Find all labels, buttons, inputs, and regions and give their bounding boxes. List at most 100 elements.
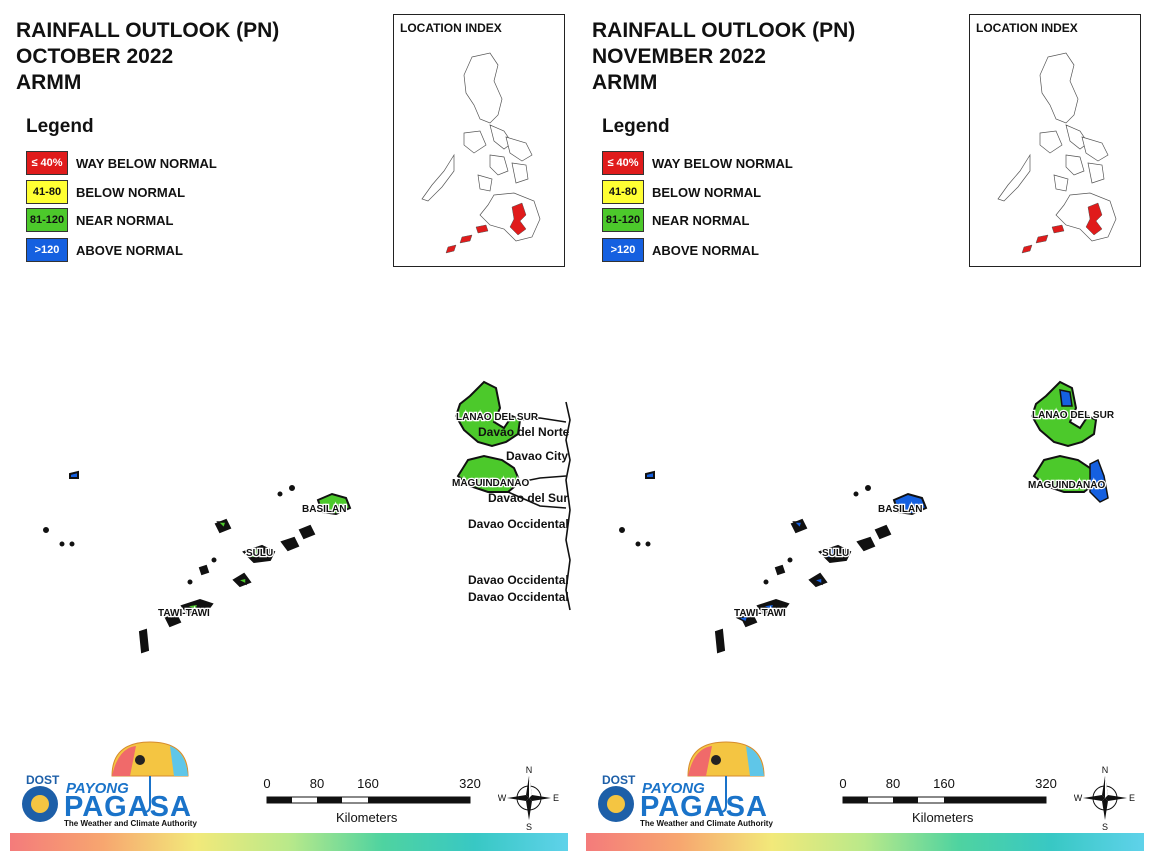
legend-swatch: 41-80 [26,180,68,204]
north-arrow-icon: N S W E [498,765,559,832]
legend-title: Legend [602,116,670,137]
index-highlight-tawi [1021,244,1033,254]
location-index-box: LOCATION INDEX [969,14,1141,267]
map-label-lanao-del-sur: LANAO DEL SUR [1032,410,1115,421]
legend-label: ABOVE NORMAL [652,243,759,258]
legend-label: WAY BELOW NORMAL [76,156,217,171]
location-index-title: LOCATION INDEX [400,21,502,35]
legend-swatch: ≤ 40% [26,151,68,175]
legend-swatch: >120 [602,238,644,262]
panel-title: RAINFALL OUTLOOK (PN) OCTOBER 2022 ARMM [16,18,279,96]
scale-tick-320: 320 [459,776,481,791]
map-label-sulu: SULU [822,548,849,559]
region-lanao-del-sur [1030,380,1098,448]
map-label-tawi-tawi: TAWI-TAWI [734,608,786,619]
region-maguindanao-above-normal [1089,458,1109,503]
payong-text: PAYONG [66,780,129,797]
philippines-index-map [997,52,1117,254]
umbrella-icon [22,741,189,822]
pagasa-logo: DOST PAYONG PAGASA The Weather and Clima… [14,740,204,832]
index-highlight-mainland [1085,202,1103,236]
map-label-davao-city: Davao City [506,449,568,463]
title-line-3: ARMM [592,71,658,94]
compass-s: S [526,822,532,832]
legend-label: WAY BELOW NORMAL [652,156,793,171]
pagasa-text: PAGASA [640,791,768,823]
scale-bar: 0 80 160 320 Kilometers [838,776,1068,836]
title-line-2: NOVEMBER 2022 [592,45,766,68]
region-lanao-del-sur [454,380,522,448]
scale-tick-80: 80 [309,776,325,791]
legend-swatch: 81-120 [602,208,644,232]
compass-w: W [498,793,507,803]
scale-tick-0: 0 [839,776,847,791]
map-label-davao-occidental-3: Davao Occidental [468,590,569,604]
map-label-davao-occidental-1: Davao Occidental [468,517,569,531]
map-label-maguindanao: MAGUINDANAO [452,478,529,489]
scale-tick-320: 320 [1035,776,1057,791]
region-lanao-above-normal [1059,389,1073,407]
region-basilan [316,492,352,516]
location-index-box: LOCATION INDEX [393,14,565,267]
legend-swatch: 41-80 [602,180,644,204]
index-highlight-sulu [459,234,473,244]
north-arrow-icon: N S W E [1074,765,1135,832]
legend-label: BELOW NORMAL [652,185,762,200]
payong-text: PAYONG [642,780,705,797]
title-line-3: ARMM [16,71,82,94]
region-maguindanao [456,454,522,493]
scale-bar-graphic [266,796,471,804]
location-index-title: LOCATION INDEX [976,21,1078,35]
compass-n: N [526,765,533,775]
map-label-basilan: BASILAN [302,504,346,515]
map-label-sulu: SULU [246,548,273,559]
scale-bar: 0 80 160 320 Kilometers [262,776,492,836]
index-highlight-mainland [509,202,527,236]
compass-e: E [1129,793,1135,803]
index-highlight-tawi [445,244,457,254]
dost-text: DOST [602,773,636,787]
outlook-panel-november: RAINFALL OUTLOOK (PN) NOVEMBER 2022 ARMM… [576,0,1152,864]
map-label-basilan: BASILAN [878,504,922,515]
armm-map-october: LANAO DEL SUR MAGUINDANAO BASILAN SULU T… [43,380,571,654]
color-strip [10,833,568,851]
scale-tick-160: 160 [933,776,955,791]
map-label-lanao-del-sur: LANAO DEL SUR [456,412,539,423]
legend-title: Legend [26,116,94,137]
scale-unit: Kilometers [336,810,398,825]
tagline-text: The Weather and Climate Authority [64,819,197,828]
map-label-maguindanao: MAGUINDANAO [1028,480,1105,491]
title-line-1: RAINFALL OUTLOOK (PN) [16,19,280,42]
scale-tick-80: 80 [885,776,901,791]
outlook-panel-october: RAINFALL OUTLOOK (PN) OCTOBER 2022 ARMM … [10,14,571,851]
legend-label: NEAR NORMAL [76,213,174,228]
legend-label: ABOVE NORMAL [76,243,183,258]
region-basilan [892,492,928,516]
index-highlight-basilan [1051,224,1065,234]
tagline-text: The Weather and Climate Authority [640,819,773,828]
map-label-davao-del-sur: Davao del Sur [488,491,568,505]
title-line-2: OCTOBER 2022 [16,45,174,68]
compass-s: S [1102,822,1108,832]
pagasa-logo: DOST PAYONG PAGASA The Weather and Clima… [590,740,780,832]
pagasa-text: PAGASA [64,791,192,823]
scale-tick-0: 0 [263,776,271,791]
legend-swatch: >120 [26,238,68,262]
map-label-tawi-tawi: TAWI-TAWI [158,608,210,619]
scale-bar-graphic [842,796,1047,804]
index-highlight-basilan [475,224,489,234]
philippines-index-map [421,52,541,254]
dost-text: DOST [26,773,60,787]
legend-label: BELOW NORMAL [76,185,186,200]
map-label-davao-occidental-2: Davao Occidental [468,573,569,587]
compass-w: W [1074,793,1083,803]
legend-label: NEAR NORMAL [652,213,750,228]
panel-title: RAINFALL OUTLOOK (PN) NOVEMBER 2022 ARMM [592,18,855,96]
color-strip [586,833,1144,851]
legend-swatch: 81-120 [26,208,68,232]
compass-e: E [553,793,559,803]
legend-swatch: ≤ 40% [602,151,644,175]
title-line-1: RAINFALL OUTLOOK (PN) [592,19,856,42]
scale-tick-160: 160 [357,776,379,791]
compass-n: N [1102,765,1109,775]
